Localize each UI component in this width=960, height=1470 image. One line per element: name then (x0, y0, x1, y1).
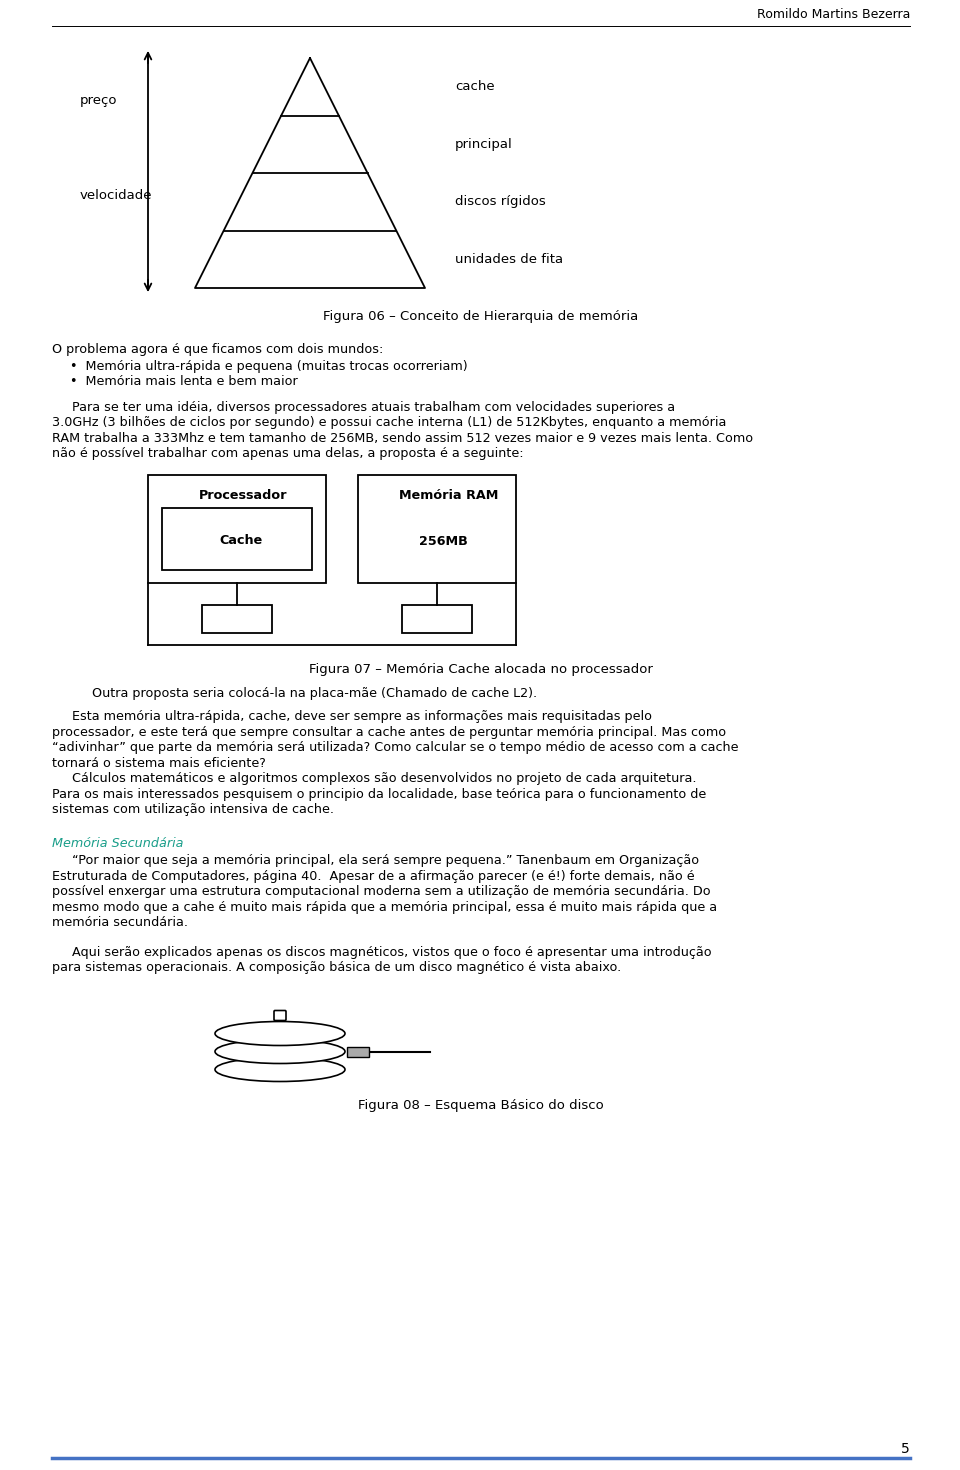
Text: principal: principal (455, 138, 513, 151)
Text: 5: 5 (901, 1442, 910, 1455)
Ellipse shape (215, 1022, 345, 1045)
Bar (347, 1047, 369, 1057)
Bar (402, 604, 472, 632)
Text: Para os mais interessados pesquisem o principio da localidade, base teórica para: Para os mais interessados pesquisem o pr… (52, 788, 707, 801)
Text: •  Memória mais lenta e bem maior: • Memória mais lenta e bem maior (70, 375, 298, 388)
Text: Estruturada de Computadores, página 40.  Apesar de a afirmação parecer (e é!) fo: Estruturada de Computadores, página 40. … (52, 869, 695, 882)
Text: Outra proposta seria colocá-la na placa-mãe (Chamado de cache L2).: Outra proposta seria colocá-la na placa-… (92, 686, 538, 700)
Text: sistemas com utilização intensiva de cache.: sistemas com utilização intensiva de cac… (52, 803, 334, 816)
Text: RAM trabalha a 333Mhz e tem tamanho de 256MB, sendo assim 512 vezes maior e 9 ve: RAM trabalha a 333Mhz e tem tamanho de 2… (52, 432, 754, 444)
Bar (358, 475, 516, 582)
Text: processador, e este terá que sempre consultar a cache antes de perguntar memória: processador, e este terá que sempre cons… (52, 726, 726, 738)
Text: 3.0GHz (3 bilhões de ciclos por segundo) e possui cache interna (L1) de 512Kbyte: 3.0GHz (3 bilhões de ciclos por segundo)… (52, 416, 727, 429)
Text: Cache: Cache (219, 534, 262, 547)
Bar (162, 507, 312, 569)
Text: O problema agora é que ficamos com dois mundos:: O problema agora é que ficamos com dois … (52, 343, 383, 356)
Text: para sistemas operacionais. A composição básica de um disco magnético é vista ab: para sistemas operacionais. A composição… (52, 961, 621, 975)
Text: não é possível trabalhar com apenas uma delas, a proposta é a seguinte:: não é possível trabalhar com apenas uma … (52, 447, 523, 460)
Text: possível enxergar uma estrutura computacional moderna sem a utilização de memóri: possível enxergar uma estrutura computac… (52, 885, 710, 898)
Text: Aqui serão explicados apenas os discos magnéticos, vistos que o foco é apresenta: Aqui serão explicados apenas os discos m… (52, 945, 711, 958)
Text: •  Memória ultra-rápida e pequena (muitas trocas ocorreriam): • Memória ultra-rápida e pequena (muitas… (70, 360, 468, 372)
Bar (202, 604, 272, 632)
Text: velocidade: velocidade (80, 188, 153, 201)
Text: Para se ter uma idéia, diversos processadores atuais trabalham com velocidades s: Para se ter uma idéia, diversos processa… (52, 400, 675, 413)
Ellipse shape (215, 1057, 345, 1082)
Text: memória secundária.: memória secundária. (52, 916, 188, 929)
Text: mesmo modo que a cahe é muito mais rápida que a memória principal, essa é muito : mesmo modo que a cahe é muito mais rápid… (52, 901, 717, 913)
Text: Memória Secundária: Memória Secundária (52, 836, 183, 850)
Text: discos rígidos: discos rígidos (455, 196, 545, 209)
Ellipse shape (215, 1039, 345, 1063)
FancyBboxPatch shape (274, 1010, 286, 1020)
Text: Memória RAM: Memória RAM (399, 488, 498, 501)
Text: Cálculos matemáticos e algoritmos complexos são desenvolvidos no projeto de cada: Cálculos matemáticos e algoritmos comple… (52, 772, 697, 785)
Text: Figura 06 – Conceito de Hierarquia de memória: Figura 06 – Conceito de Hierarquia de me… (324, 310, 638, 323)
Text: unidades de fita: unidades de fita (455, 253, 564, 266)
Text: 256MB: 256MB (419, 535, 468, 547)
Text: “Por maior que seja a memória principal, ela será sempre pequena.” Tanenbaum em : “Por maior que seja a memória principal,… (52, 854, 699, 867)
Text: cache: cache (455, 81, 494, 93)
Text: preço: preço (80, 94, 117, 106)
Text: Esta memória ultra-rápida, cache, deve ser sempre as informações mais requisitad: Esta memória ultra-rápida, cache, deve s… (52, 710, 652, 723)
Text: tornará o sistema mais eficiente?: tornará o sistema mais eficiente? (52, 757, 266, 769)
Text: “adivinhar” que parte da memória será utilizada? Como calcular se o tempo médio : “adivinhar” que parte da memória será ut… (52, 741, 738, 754)
Text: Romildo Martins Bezerra: Romildo Martins Bezerra (756, 7, 910, 21)
Bar (148, 475, 326, 582)
Text: Figura 07 – Memória Cache alocada no processador: Figura 07 – Memória Cache alocada no pro… (309, 663, 653, 676)
Text: Processador: Processador (199, 488, 287, 501)
Text: Figura 08 – Esquema Básico do disco: Figura 08 – Esquema Básico do disco (358, 1100, 604, 1113)
